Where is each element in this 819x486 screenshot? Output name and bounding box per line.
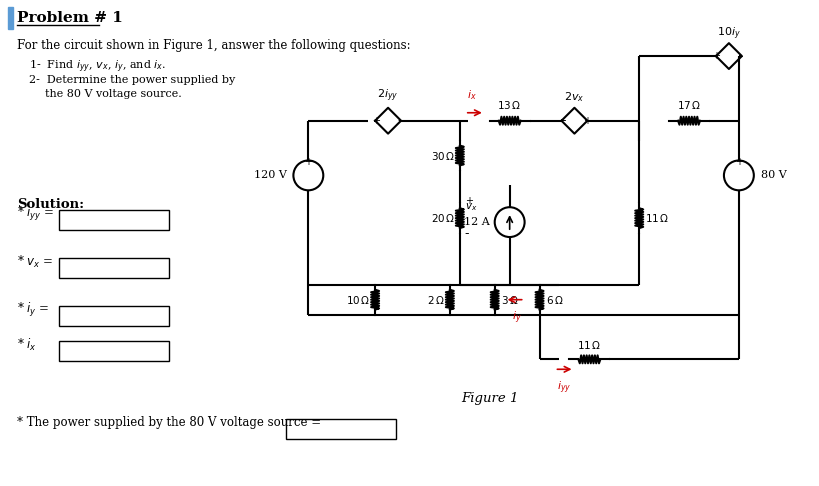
Bar [287, 419, 396, 439]
Text: $11\,\Omega$: $11\,\Omega$ [577, 339, 601, 351]
Text: * $i_x$: * $i_x$ [17, 337, 37, 353]
Text: Problem # 1: Problem # 1 [17, 11, 123, 25]
Text: the 80 V voltage source.: the 80 V voltage source. [45, 89, 182, 99]
Text: $11\,\Omega$: $11\,\Omega$ [645, 212, 669, 224]
Text: $30\,\Omega$: $30\,\Omega$ [431, 150, 455, 161]
Bar [59, 306, 169, 326]
Text: $2\,\Omega$: $2\,\Omega$ [428, 294, 445, 306]
Text: $i_x$: $i_x$ [467, 88, 477, 102]
Text: $3\,\Omega$: $3\,\Omega$ [500, 294, 518, 306]
Text: $13\,\Omega$: $13\,\Omega$ [497, 99, 522, 111]
Text: 2-  Determine the power supplied by: 2- Determine the power supplied by [29, 75, 236, 85]
Text: $2v_x$: $2v_x$ [564, 90, 585, 104]
Text: * $i_{yy}$ =: * $i_{yy}$ = [17, 205, 55, 223]
Text: 12 A: 12 A [464, 217, 490, 227]
Text: -: - [397, 114, 401, 127]
Text: * The power supplied by the 80 V voltage source =: * The power supplied by the 80 V voltage… [17, 417, 322, 430]
Text: $6\,\Omega$: $6\,\Omega$ [545, 294, 563, 306]
Text: +: + [583, 116, 591, 126]
Text: * $i_y$ =: * $i_y$ = [17, 301, 50, 319]
Text: $2i_{yy}$: $2i_{yy}$ [378, 87, 399, 104]
Text: 80 V: 80 V [761, 171, 786, 180]
Text: +: + [712, 51, 720, 61]
Text: $10\,\Omega$: $10\,\Omega$ [346, 294, 370, 306]
Text: $i_y$: $i_y$ [512, 310, 522, 326]
Text: +: + [305, 157, 312, 168]
Text: $20\,\Omega$: $20\,\Omega$ [431, 212, 455, 224]
Text: $10i_y$: $10i_y$ [717, 26, 741, 42]
Text: * $v_x$ =: * $v_x$ = [17, 254, 53, 270]
Text: 1-  Find $i_{yy}$, $v_x$, $i_y$, and $i_x$.: 1- Find $i_{yy}$, $v_x$, $i_y$, and $i_x… [29, 59, 166, 75]
Text: Solution:: Solution: [17, 198, 84, 211]
Bar [59, 258, 169, 278]
Bar [59, 210, 169, 230]
Bar [8, 7, 13, 29]
Text: Figure 1: Figure 1 [461, 392, 518, 405]
Text: For the circuit shown in Figure 1, answer the following questions:: For the circuit shown in Figure 1, answe… [17, 39, 411, 52]
Text: $v_x$: $v_x$ [465, 201, 477, 213]
Text: +: + [372, 116, 380, 126]
Text: -: - [738, 50, 742, 63]
Text: +: + [735, 157, 743, 168]
Bar [59, 342, 169, 361]
Text: -: - [561, 114, 565, 127]
Text: +: + [465, 196, 473, 206]
Text: $17\,\Omega$: $17\,\Omega$ [676, 99, 701, 111]
Text: 120 V: 120 V [254, 171, 287, 180]
Text: $i_{yy}$: $i_{yy}$ [557, 379, 572, 396]
Text: -: - [465, 226, 469, 240]
